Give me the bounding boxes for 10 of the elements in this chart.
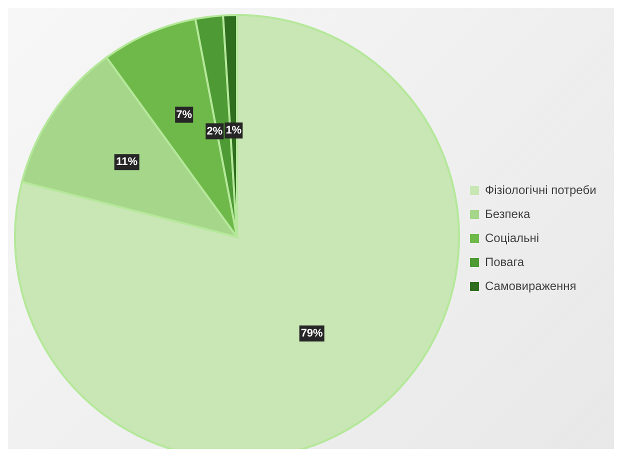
slice-label: Фізіологічні потреби <box>485 183 596 197</box>
legend-label: Соціальні <box>485 231 540 245</box>
data-label: 7% <box>176 108 192 121</box>
data-label: 1% <box>226 124 242 136</box>
data-label: 11% <box>116 156 138 168</box>
legend-label: Безпека <box>485 207 530 221</box>
data-label: 79% <box>300 327 324 340</box>
legend-label: Самовираження <box>485 279 576 293</box>
data-label: 2% <box>206 125 223 138</box>
legend-label: Повага <box>485 255 524 269</box>
